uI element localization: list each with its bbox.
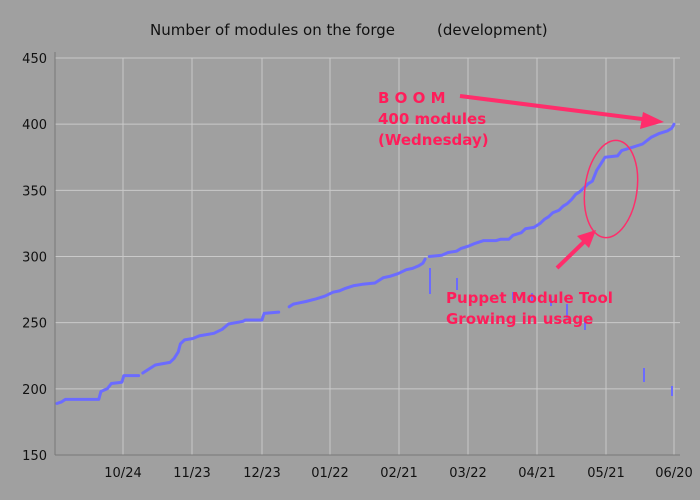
- annotation-boom-line: 400 modules: [378, 110, 486, 128]
- y-tick-label: 300: [22, 251, 47, 266]
- x-tick-label: 03/22: [449, 466, 486, 481]
- y-tick-label: 250: [22, 317, 47, 332]
- annotation-ellipse: [583, 139, 639, 239]
- y-tick-label: 450: [22, 52, 47, 67]
- x-tick-label: 02/21: [380, 466, 417, 481]
- chart-subtitle: (development): [437, 21, 548, 39]
- annotation-boom-line: B O O M: [378, 89, 446, 107]
- y-tick-label: 150: [22, 449, 47, 464]
- x-tick-label: 12/23: [243, 466, 280, 481]
- x-tick-label: 10/24: [104, 466, 141, 481]
- y-tick-label: 200: [22, 383, 47, 398]
- chart-title: Number of modules on the forge: [150, 21, 395, 39]
- y-tick-label: 400: [22, 118, 47, 133]
- axes: 150 200 250 300 350 400 450 10/24 11/23 12/23 01/2…: [22, 52, 693, 481]
- annotations: B O O M 400 modules (Wednesday) Puppet Modu…: [378, 89, 664, 328]
- annotation-arrow-puppet: [555, 238, 588, 270]
- annotation-arrow-boom: [459, 94, 651, 122]
- grid: [55, 57, 680, 456]
- x-tick-label: 06/20: [655, 466, 692, 481]
- x-tick-label: 01/22: [311, 466, 348, 481]
- series-line-segment: [141, 310, 281, 375]
- series-group: [55, 122, 676, 405]
- annotation-arrowhead-boom: [640, 112, 664, 129]
- annotation-arrowhead-puppet: [577, 230, 596, 248]
- series-line-segment: [55, 374, 141, 405]
- annotation-boom-line: (Wednesday): [378, 131, 489, 149]
- x-tick-label: 11/23: [173, 466, 210, 481]
- x-tick-label: 05/21: [587, 466, 624, 481]
- series-line-segment: [287, 257, 427, 309]
- annotation-puppet-line: Puppet Module Tool: [446, 289, 613, 307]
- y-tick-label: 350: [22, 184, 47, 199]
- annotation-puppet-line: Growing in usage: [446, 310, 593, 328]
- series-line-segment: [427, 122, 676, 258]
- x-tick-label: 04/21: [518, 466, 555, 481]
